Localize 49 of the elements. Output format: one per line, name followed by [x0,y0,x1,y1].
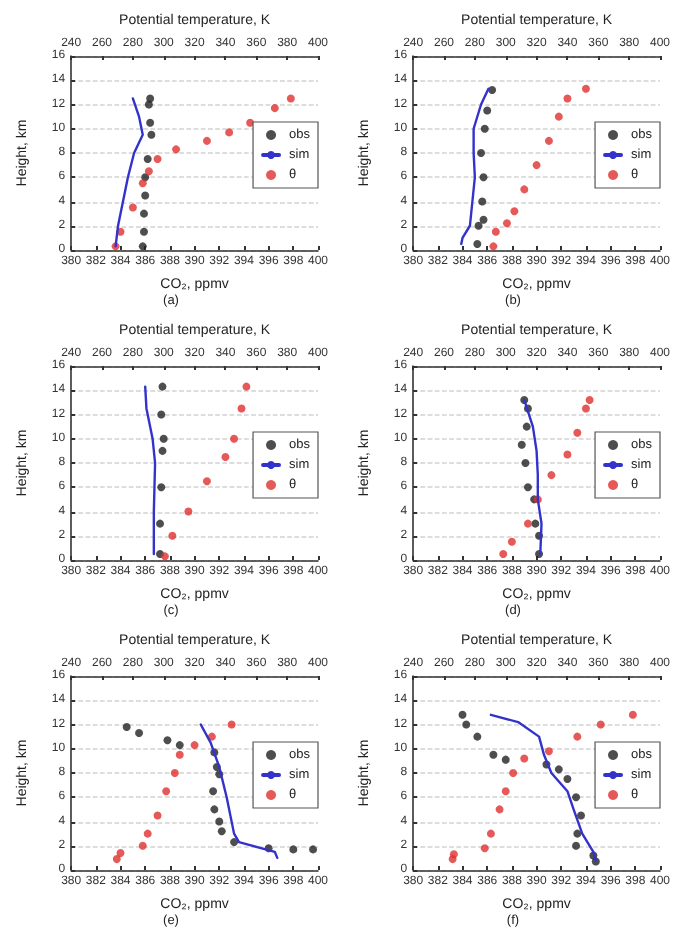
point [135,728,144,737]
point [122,722,131,731]
point [577,811,586,820]
line-series [199,723,279,860]
point [517,440,526,449]
point [521,459,530,467]
point [141,191,150,200]
point [480,124,489,133]
point [474,221,483,230]
point [217,827,226,836]
line-series [114,97,144,248]
point [531,519,540,528]
point [572,841,581,850]
point [215,817,224,826]
point [573,829,582,838]
point [479,173,488,182]
point [477,149,486,157]
point [523,483,532,492]
point [138,242,147,251]
line-series [144,385,157,556]
point [462,720,471,729]
point [572,793,581,802]
point [289,845,298,854]
line-series [523,398,543,556]
point [458,710,467,719]
point [210,805,219,814]
point [473,239,482,248]
point [483,106,492,115]
point [479,215,488,224]
point [146,94,155,103]
point [139,209,148,218]
point [175,741,184,750]
point [147,130,156,139]
point [554,765,563,774]
point [522,422,531,431]
point [488,85,497,94]
point [230,838,239,847]
point [143,155,152,164]
point [209,787,218,796]
point [473,732,482,741]
point [139,227,148,236]
point [163,736,172,745]
point [309,845,318,854]
point [146,118,155,127]
point [489,750,498,759]
point [501,755,510,764]
point [563,775,572,784]
point [478,197,487,206]
point [144,100,153,109]
